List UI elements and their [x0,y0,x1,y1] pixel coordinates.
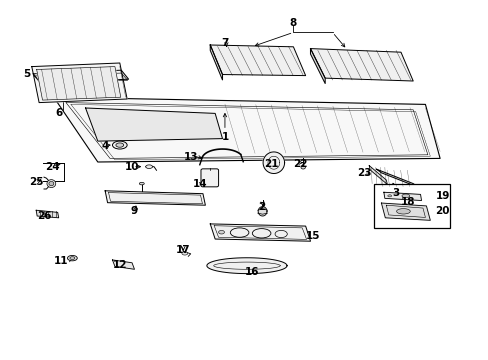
Ellipse shape [218,230,224,234]
Text: 18: 18 [400,197,415,207]
Text: 19: 19 [434,191,449,201]
Ellipse shape [401,194,409,198]
Ellipse shape [49,181,54,186]
Polygon shape [206,258,286,274]
Text: 10: 10 [124,162,139,172]
Polygon shape [210,224,310,241]
Ellipse shape [116,143,123,147]
Bar [373,184,449,228]
Polygon shape [32,63,127,103]
Polygon shape [33,70,128,83]
Polygon shape [258,207,266,216]
Ellipse shape [145,165,152,168]
Polygon shape [37,67,121,100]
Text: 11: 11 [54,256,68,266]
Text: 24: 24 [45,162,60,172]
Ellipse shape [396,209,409,214]
Text: 1: 1 [221,132,228,142]
Polygon shape [263,152,284,174]
Text: 8: 8 [289,18,296,28]
Text: 23: 23 [356,168,371,178]
Text: 17: 17 [176,245,190,255]
Text: 12: 12 [112,260,127,270]
Text: 16: 16 [244,267,259,277]
Text: 9: 9 [131,206,138,216]
Polygon shape [310,49,325,84]
Polygon shape [112,260,134,269]
Polygon shape [368,166,386,184]
Text: 20: 20 [434,206,449,216]
FancyBboxPatch shape [201,169,218,187]
Text: 22: 22 [293,159,307,169]
Text: 2: 2 [258,202,264,212]
Polygon shape [54,97,439,162]
Polygon shape [381,203,429,220]
Polygon shape [210,45,222,80]
Text: 13: 13 [183,152,198,162]
Text: 7: 7 [221,38,228,48]
Ellipse shape [387,195,391,197]
Ellipse shape [301,166,305,169]
Ellipse shape [47,180,56,188]
Text: 26: 26 [37,211,51,221]
Polygon shape [34,73,127,83]
Polygon shape [85,108,222,141]
Text: 25: 25 [29,177,44,187]
Text: 14: 14 [193,179,207,189]
Text: 21: 21 [264,159,278,169]
Polygon shape [210,45,305,76]
Text: 3: 3 [392,188,399,198]
Polygon shape [383,192,421,201]
Text: 6: 6 [55,108,62,118]
Ellipse shape [182,252,187,255]
Polygon shape [105,191,205,205]
Ellipse shape [67,256,77,261]
Ellipse shape [112,141,127,149]
Text: 5: 5 [23,69,30,79]
Polygon shape [36,210,59,218]
Ellipse shape [139,183,144,185]
Text: 4: 4 [101,141,109,151]
Polygon shape [310,49,412,81]
Text: 15: 15 [305,231,320,241]
Polygon shape [376,169,417,187]
Ellipse shape [70,257,75,260]
